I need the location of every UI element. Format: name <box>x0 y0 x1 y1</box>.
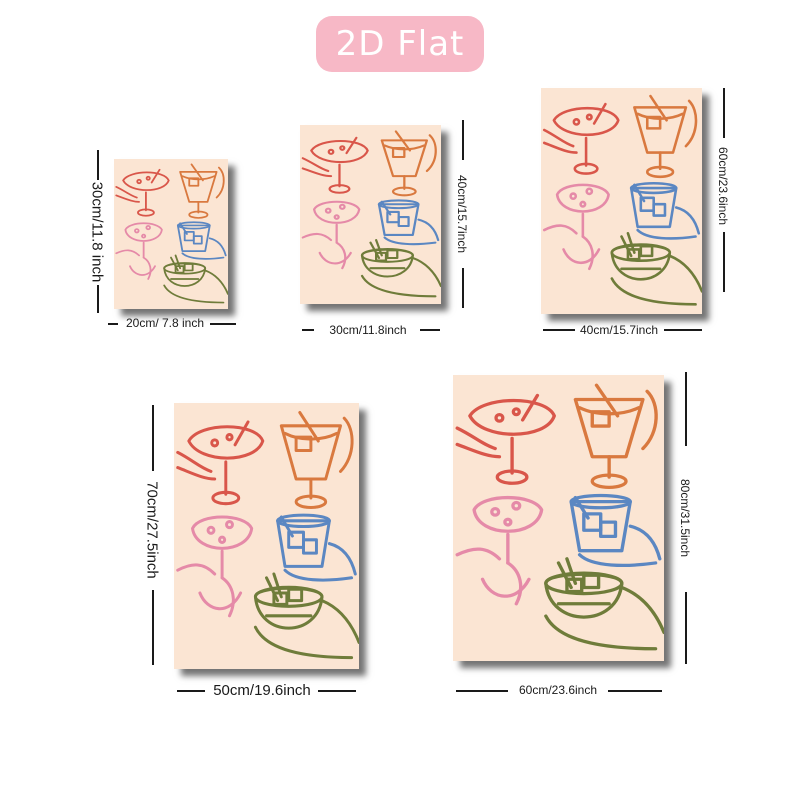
width-label-20x30: 20cm/ 7.8 inch <box>125 316 205 330</box>
width-line-right <box>318 690 356 692</box>
width-label-40x60: 40cm/15.7inch <box>579 323 659 337</box>
width-line-left <box>108 323 118 325</box>
height-line-top <box>685 372 687 446</box>
height-label-40x60: 60cm/23.6inch <box>716 146 730 226</box>
width-line-right <box>210 323 236 325</box>
height-label-60x80: 80cm/31.5inch <box>678 478 692 558</box>
width-line-right <box>608 690 662 692</box>
header-badge: 2D Flat <box>316 16 484 72</box>
height-line-bottom <box>97 285 99 313</box>
poster-50x70 <box>174 403 359 669</box>
width-label-50x70: 50cm/19.6inch <box>213 682 311 699</box>
height-label-30x40: 40cm/15.7inch <box>455 174 469 254</box>
height-label-50x70: 70cm/27.5inch <box>143 481 161 579</box>
height-line-top <box>462 120 464 160</box>
height-label-20x30: 30cm/11.8 inch <box>88 181 106 283</box>
cocktail-artwork <box>174 403 359 669</box>
width-line-left <box>543 329 575 331</box>
height-line-top <box>152 405 154 471</box>
cocktail-artwork <box>114 159 228 309</box>
height-line-top <box>97 150 99 180</box>
width-label-30x40: 30cm/11.8inch <box>329 323 407 337</box>
height-line-bottom <box>152 590 154 665</box>
width-line-left <box>177 690 205 692</box>
poster-20x30 <box>114 159 228 309</box>
cocktail-artwork <box>453 375 664 661</box>
height-line-bottom <box>685 592 687 664</box>
height-line-bottom <box>723 232 725 292</box>
width-line-right <box>664 329 702 331</box>
width-label-60x80: 60cm/23.6inch <box>518 683 598 697</box>
cocktail-artwork <box>300 125 441 304</box>
width-line-right <box>420 329 440 331</box>
height-line-top <box>723 88 725 138</box>
poster-30x40 <box>300 125 441 304</box>
cocktail-artwork <box>541 88 702 314</box>
poster-60x80 <box>453 375 664 661</box>
height-line-bottom <box>462 268 464 308</box>
width-line-left <box>302 329 314 331</box>
width-line-left <box>456 690 508 692</box>
poster-40x60 <box>541 88 702 314</box>
